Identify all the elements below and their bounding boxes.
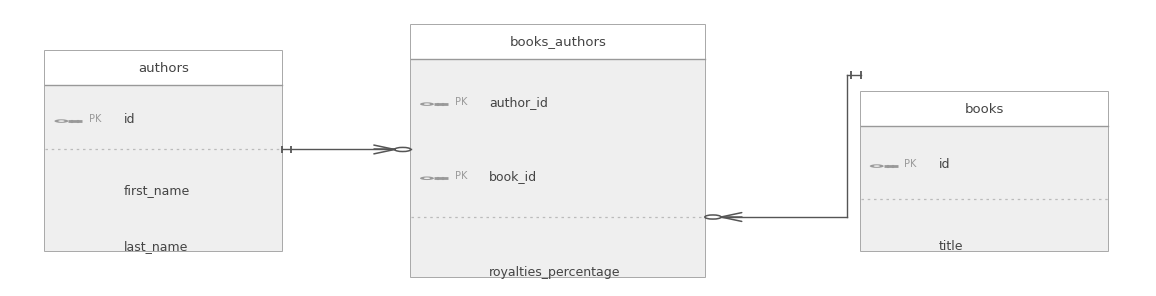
Text: id: id [124, 112, 135, 126]
Bar [410, 59, 705, 277]
Text: authors: authors [138, 62, 188, 75]
Text: title: title [939, 240, 963, 253]
Bar [410, 25, 705, 277]
Circle shape [424, 178, 430, 179]
Bar [860, 92, 1109, 126]
Circle shape [420, 176, 434, 180]
Text: books_authors: books_authors [510, 35, 606, 48]
Text: PK: PK [904, 159, 917, 169]
Text: first_name: first_name [124, 184, 190, 197]
Circle shape [54, 119, 68, 123]
Text: PK: PK [89, 114, 102, 124]
Circle shape [424, 103, 430, 105]
Bar [860, 126, 1109, 251]
Text: book_id: book_id [489, 170, 538, 183]
Text: royalties_percentage: royalties_percentage [489, 266, 621, 279]
Circle shape [705, 215, 721, 219]
Circle shape [58, 120, 65, 122]
Text: author_id: author_id [489, 96, 548, 109]
Bar [45, 51, 282, 251]
Circle shape [394, 147, 410, 152]
Circle shape [869, 164, 883, 168]
Text: books: books [965, 103, 1005, 116]
Bar [410, 25, 705, 59]
Bar [45, 51, 282, 85]
Text: PK: PK [454, 97, 467, 107]
Circle shape [420, 102, 434, 106]
Bar [860, 92, 1109, 251]
Bar [45, 85, 282, 251]
Text: last_name: last_name [124, 240, 188, 253]
Circle shape [874, 165, 880, 167]
Text: id: id [939, 157, 950, 170]
Text: PK: PK [454, 171, 467, 181]
